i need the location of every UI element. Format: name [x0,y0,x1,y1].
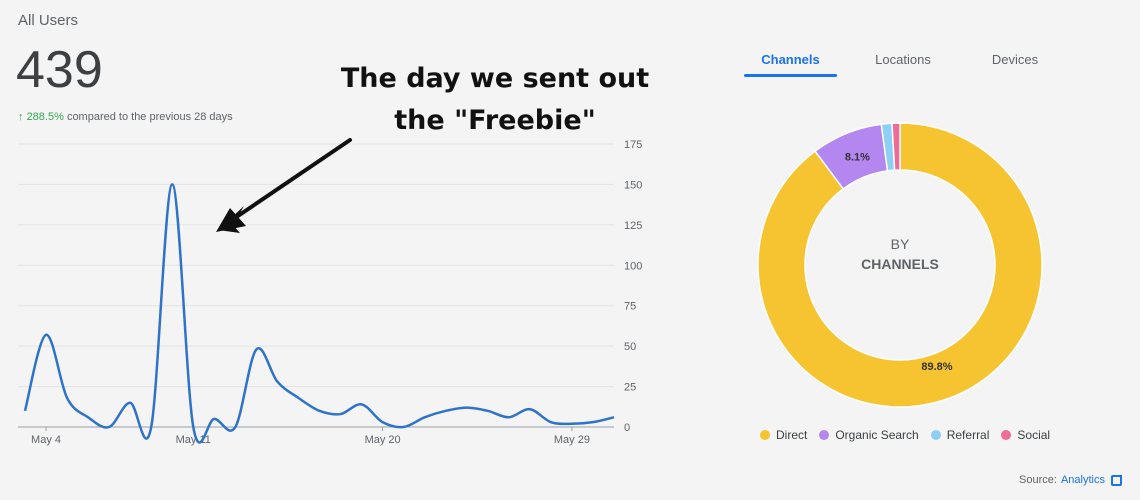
donut-center-label: CHANNELS [861,256,939,272]
change-description: compared to the previous 28 days [66,111,233,123]
source-label: Source: [1019,474,1057,486]
comparison-text: ↑ 288.5% compared to the previous 28 day… [18,111,233,123]
legend-label: Referral [946,428,990,442]
active-tab-indicator [744,74,837,77]
slice-direct[interactable] [757,122,1043,408]
tab-devices[interactable]: Devices [991,52,1039,67]
donut-center-label: BY [891,236,910,252]
y-tick-label: 175 [624,139,642,151]
x-tick-label: May 4 [31,434,61,446]
up-arrow-icon: ↑ [18,111,24,123]
slice-data-label: 89.8% [921,361,952,373]
y-tick-label: 75 [624,301,636,313]
legend-label: Direct [776,428,808,442]
donut-legend: Direct Organic Search Referral Social [760,428,1050,442]
users-line-chart: 0 25 50 75 100 125 150 175 May 4 May 11 May 20 May … [18,138,642,446]
slice-social[interactable] [891,122,901,171]
breakdown-tabs: Channels Locations Devices [730,44,1070,84]
legend-item-organic-search[interactable]: Organic Search [819,428,919,442]
annotation-line-1: The day we sent out [340,63,650,94]
tab-locations[interactable]: Locations [875,52,931,67]
series-line [23,183,615,444]
card-title: All Users [18,12,79,29]
x-tick-label: May 11 [176,434,211,446]
legend-label: Social [1017,428,1051,442]
legend-item-direct[interactable]: Direct [760,428,807,442]
users-total: 439 [16,41,103,99]
source-note: Source: Analytics [1019,474,1122,486]
legend-dot-icon [819,430,830,440]
x-tick-label: May 20 [365,434,401,446]
y-tick-label: 125 [624,220,642,232]
legend-item-referral[interactable]: Referral [930,428,990,442]
y-tick-label: 100 [624,260,642,272]
annotation-arrow-icon [216,138,352,233]
y-tick-label: 25 [624,382,636,394]
legend-label: Organic Search [835,428,919,442]
annotation-text: The day we sent out the "Freebie" [310,58,680,142]
legend-dot-icon [930,430,941,440]
legend-dot-icon [760,430,770,440]
y-tick-label: 0 [624,422,630,434]
x-tick-label: May 29 [554,434,590,446]
change-percent: 288.5% [26,111,64,123]
legend-dot-icon [1001,430,1012,440]
slice-data-label: 8.1% [845,151,870,163]
annotation-line-2: the "Freebie" [394,105,596,136]
external-link-icon[interactable] [1111,474,1122,486]
legend-item-social[interactable]: Social [1001,428,1050,442]
y-tick-label: 50 [624,341,636,353]
channels-donut-chart: 89.8% 8.1% BY CHANNELS [757,122,1043,408]
analytics-link[interactable]: Analytics [1060,474,1105,486]
tab-channels[interactable]: Channels [761,52,820,67]
y-tick-label: 150 [624,179,642,191]
